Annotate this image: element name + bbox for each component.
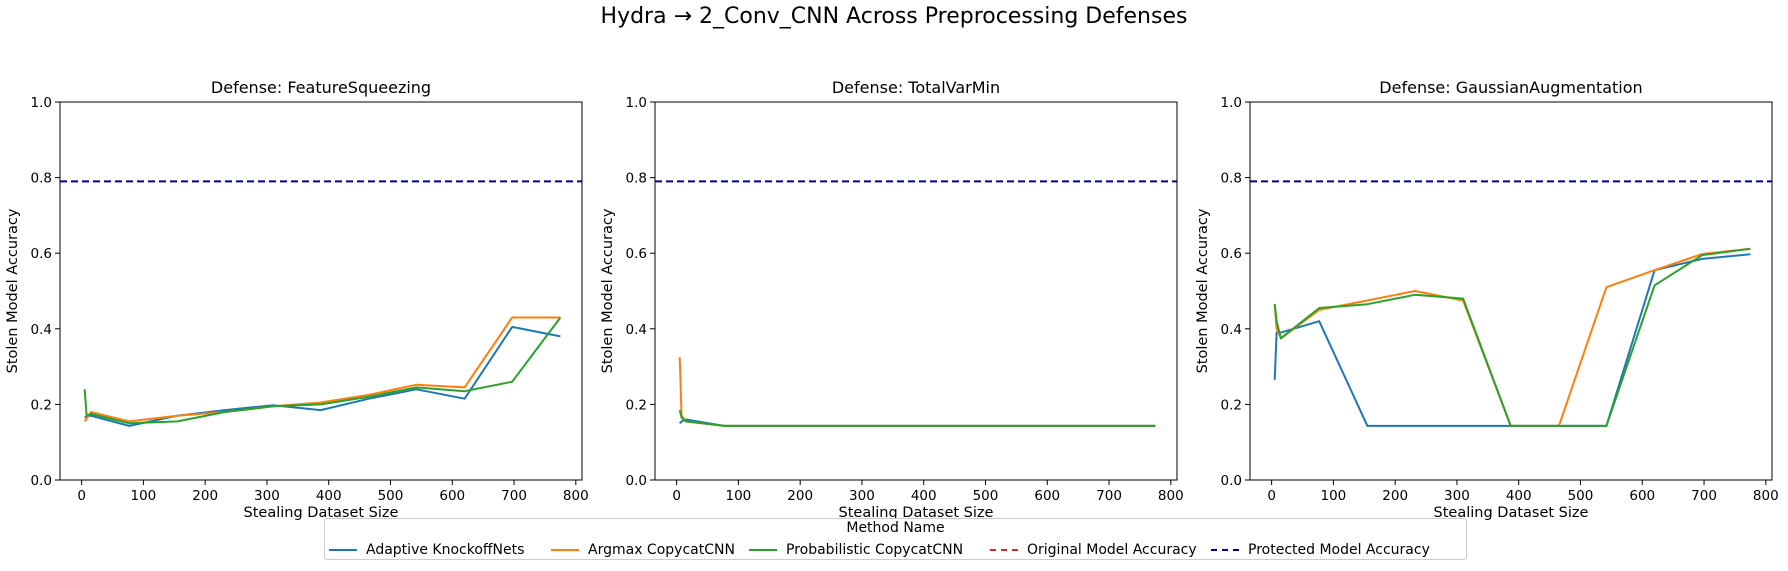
legend-swatch	[329, 549, 357, 551]
panel-2-x-tick-label: 0	[672, 488, 681, 504]
panel-2-x-tick-label: 500	[973, 488, 999, 504]
panel-3-y-axis-label: Stolen Model Accuracy	[1195, 208, 1211, 373]
panel-1-x-tick-label: 700	[501, 488, 527, 504]
legend-swatch	[749, 549, 777, 551]
panel-1-y-axis-label: Stolen Model Accuracy	[5, 208, 21, 373]
panel-3-series-adaptive-knockoffnets	[1273, 253, 1751, 427]
panel-2-x-axis-label: Stealing Dataset Size	[839, 505, 994, 521]
legend-item-probabilistic-copycatcnn: Probabilistic CopycatCNN	[749, 540, 963, 560]
panel-1-series-adaptive-knockoffnets	[84, 325, 561, 427]
legend-item-original-model-accuracy: Original Model Accuracy	[990, 540, 1197, 560]
panel-2-y-tick-label: 0.4	[626, 322, 647, 338]
panel-2-x-tick-label: 200	[787, 488, 813, 504]
panel-3-y-tick-label: 0.8	[1221, 171, 1242, 187]
panel-3-series-probabilistic-copycatcnn	[1273, 247, 1751, 427]
panel-2-axes-frame	[654, 101, 1178, 481]
legend-label: Adaptive KnockoffNets	[366, 542, 525, 558]
panel-2-series-probabilistic-copycatcnn	[678, 409, 1156, 427]
legend-item-adaptive-knockoffnets: Adaptive KnockoffNets	[329, 540, 524, 560]
panel-3-y-tick-label: 1.0	[1221, 95, 1242, 111]
legend-label: Protected Model Accuracy	[1248, 542, 1430, 558]
panel-3-x-tick-label: 300	[1444, 488, 1470, 504]
panel-2-x-tick-label: 800	[1158, 488, 1184, 504]
panel-1-x-tick-label: 0	[77, 488, 86, 504]
panel-1-x-tick-label: 300	[254, 488, 280, 504]
panel-1-x-axis-label: Stealing Dataset Size	[244, 505, 399, 521]
legend-swatch	[1211, 549, 1239, 551]
panel-1-y-tick-label: 0.0	[31, 473, 52, 489]
panel-1-series-probabilistic-copycatcnn	[83, 316, 562, 425]
legend-swatch	[990, 549, 1018, 551]
panel-3-y-tick-label: 0.0	[1221, 473, 1242, 489]
panel-3-x-tick-label: 0	[1267, 488, 1276, 504]
panel-2-x-tick-label: 700	[1096, 488, 1122, 504]
panel-2-x-tick-label: 400	[911, 488, 937, 504]
panel-3-axes-frame	[1249, 101, 1773, 481]
panel-1-x-tick-label: 400	[316, 488, 342, 504]
panel-3-x-tick-label: 200	[1382, 488, 1408, 504]
panel-2-x-tick-label: 300	[849, 488, 875, 504]
panel-2-y-tick-label: 0.6	[626, 246, 647, 262]
legend-label: Probabilistic CopycatCNN	[786, 542, 964, 558]
panel-1-x-tick-label: 800	[563, 488, 589, 504]
panel-1-axes-frame	[59, 101, 583, 481]
panel-3-x-tick-label: 400	[1506, 488, 1532, 504]
panel-1-y-tick-label: 0.4	[31, 322, 52, 338]
panel-3-y-tick-label: 0.4	[1221, 322, 1242, 338]
panel-2-x-tick-label: 600	[1034, 488, 1060, 504]
panel-3-y-tick-label: 0.2	[1221, 397, 1242, 413]
panel-3-series-argmax-copycatcnn	[1273, 247, 1751, 427]
panel-1-y-tick-label: 0.6	[31, 246, 52, 262]
panel-2-y-axis-label: Stolen Model Accuracy	[600, 208, 616, 373]
legend-title: Method Name	[846, 520, 945, 536]
panel-3-x-tick-label: 500	[1568, 488, 1594, 504]
panel-1-x-tick-label: 600	[439, 488, 465, 504]
figure-title: Hydra → 2_Conv_CNN Across Preprocessing …	[600, 4, 1188, 29]
panel-3-y-tick-label: 0.6	[1221, 246, 1242, 262]
panel-2-y-tick-label: 0.2	[626, 397, 647, 413]
panel-1-x-tick-label: 100	[131, 488, 157, 504]
panel-2-x-tick-label: 100	[726, 488, 752, 504]
legend: Method Name Adaptive KnockoffNets Argmax …	[324, 518, 1467, 560]
panel-2-y-tick-label: 0.0	[626, 473, 647, 489]
legend-swatch	[551, 549, 579, 551]
legend-label: Original Model Accuracy	[1027, 542, 1197, 558]
panel-1-x-tick-label: 200	[192, 488, 218, 504]
legend-item-argmax-copycatcnn: Argmax CopycatCNN	[551, 540, 735, 560]
panel-1-y-tick-label: 1.0	[31, 95, 52, 111]
panel-3-x-tick-label: 800	[1753, 488, 1779, 504]
panel-2-y-tick-label: 1.0	[626, 95, 647, 111]
panel-1-y-tick-label: 0.8	[31, 171, 52, 187]
panel-3-x-tick-label: 700	[1691, 488, 1717, 504]
panel-1-title: Defense: FeatureSqueezing	[211, 78, 431, 97]
panel-2-y-tick-label: 0.8	[626, 171, 647, 187]
legend-items: Adaptive KnockoffNets Argmax CopycatCNN Pr…	[325, 540, 1466, 560]
panel-2-title: Defense: TotalVarMin	[832, 78, 1000, 97]
panel-3-x-tick-label: 600	[1629, 488, 1655, 504]
panel-3-title: Defense: GaussianAugmentation	[1379, 78, 1642, 97]
legend-label: Argmax CopycatCNN	[588, 542, 735, 558]
panel-2-series-argmax-copycatcnn	[678, 357, 1156, 427]
panel-3-x-tick-label: 100	[1321, 488, 1347, 504]
panel-1-x-tick-label: 500	[378, 488, 404, 504]
panel-1-y-tick-label: 0.2	[31, 397, 52, 413]
legend-item-protected-model-accuracy: Protected Model Accuracy	[1211, 540, 1430, 560]
panel-1-series-argmax-copycatcnn	[83, 316, 561, 423]
panel-3-x-axis-label: Stealing Dataset Size	[1434, 505, 1589, 521]
